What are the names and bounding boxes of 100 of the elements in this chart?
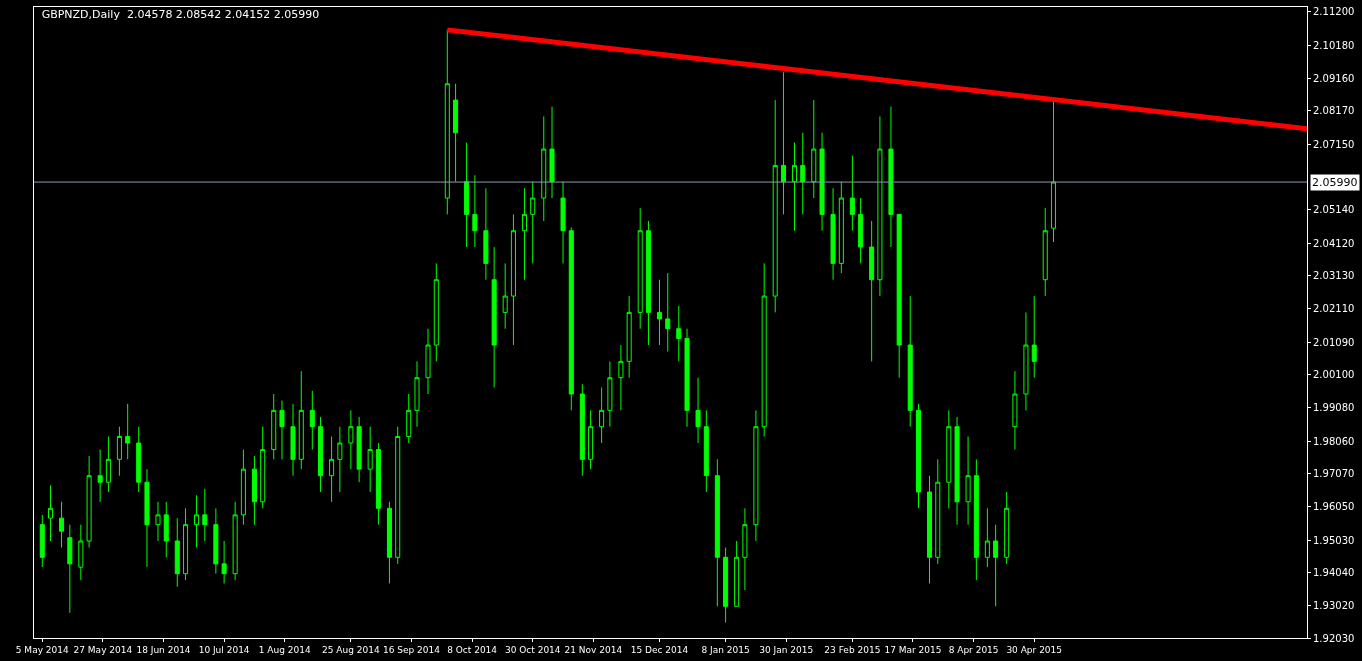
y-tick-label: 2.11200 xyxy=(1313,6,1355,18)
candlestick xyxy=(329,435,335,503)
candlestick xyxy=(491,246,497,388)
candlestick xyxy=(136,426,142,493)
candlestick xyxy=(753,409,759,542)
candlestick xyxy=(213,507,219,575)
candlestick xyxy=(965,435,971,526)
x-tick-label: 10 Jul 2014 xyxy=(198,644,250,655)
candlestick xyxy=(483,187,489,281)
candlestick xyxy=(703,409,709,493)
candlestick xyxy=(780,71,786,215)
candlestick xyxy=(695,377,701,444)
x-tick-label: 21 Nov 2014 xyxy=(564,644,623,655)
candlestick xyxy=(714,458,720,607)
candlestick xyxy=(791,142,798,232)
candlestick xyxy=(240,449,246,526)
candlestick xyxy=(915,403,922,509)
candlestick xyxy=(502,262,508,330)
candlestick xyxy=(984,507,990,568)
x-tick-label: 30 Apr 2015 xyxy=(1006,644,1063,655)
candlestick xyxy=(472,174,478,248)
y-tick-label: 1.95030 xyxy=(1313,534,1355,546)
y-tick-label: 2.10180 xyxy=(1313,39,1355,51)
x-tick-label: 30 Oct 2014 xyxy=(504,644,561,655)
candlestick xyxy=(414,360,420,428)
candlestick xyxy=(433,262,439,362)
candlestick xyxy=(973,458,979,581)
candlestick xyxy=(251,455,257,526)
candlestick xyxy=(838,181,844,274)
candlestick xyxy=(549,106,555,199)
candlestick xyxy=(337,426,343,493)
candlestick xyxy=(926,475,933,584)
y-tick-label: 1.97070 xyxy=(1313,467,1355,479)
candlestick xyxy=(645,220,651,346)
x-tick-label: 8 Jan 2015 xyxy=(701,644,750,655)
x-tick-label: 30 Jan 2015 xyxy=(759,644,814,655)
candlestick xyxy=(144,468,150,568)
candlestick xyxy=(896,213,902,379)
x-tick-label: 5 May 2014 xyxy=(15,644,70,655)
candlestick xyxy=(599,386,605,444)
x-tick-label: 1 Aug 2014 xyxy=(258,644,311,655)
candlestick xyxy=(1012,370,1018,451)
y-tick-label: 2.08170 xyxy=(1313,105,1355,117)
candlestick xyxy=(1004,491,1010,565)
candlestick xyxy=(155,501,161,542)
candlestick xyxy=(521,187,527,281)
candlestick xyxy=(356,416,362,483)
candlestick xyxy=(618,344,624,411)
candlestick xyxy=(907,295,913,428)
candlestick xyxy=(676,305,682,362)
candlestick xyxy=(869,220,875,362)
y-tick-label: 2.09160 xyxy=(1313,73,1355,85)
candlestick xyxy=(723,547,729,624)
candlestick xyxy=(742,507,748,591)
y-tick-label: 2.00100 xyxy=(1313,368,1355,380)
y-tick-label: 2.01090 xyxy=(1313,336,1355,348)
candlestick xyxy=(588,409,594,470)
candlestick xyxy=(568,226,574,411)
candlestick xyxy=(194,494,200,549)
y-tick-label: 2.03130 xyxy=(1313,269,1355,281)
candlestick xyxy=(877,115,883,297)
candlestick xyxy=(811,99,817,199)
candlestick xyxy=(425,328,431,395)
y-tick-label: 1.96050 xyxy=(1313,501,1355,513)
candlestick xyxy=(993,524,999,607)
candlestick xyxy=(290,403,296,477)
y-tick-label: 1.98060 xyxy=(1313,435,1355,447)
candlestick xyxy=(298,370,304,470)
candlestick xyxy=(367,426,373,493)
candlestick xyxy=(67,524,73,614)
candlestick xyxy=(78,524,84,581)
candlestick xyxy=(637,207,643,330)
candlestick xyxy=(665,272,671,353)
y-tick-label: 1.93020 xyxy=(1313,600,1355,612)
candlestick xyxy=(163,501,169,558)
candlestick xyxy=(271,393,277,460)
candlestick xyxy=(464,142,470,248)
candlestick xyxy=(375,442,381,526)
candlestick xyxy=(626,295,632,379)
candlestick xyxy=(174,517,180,588)
chart-title: GBPNZD,Daily 2.04578 2.08542 2.04152 2.05990 xyxy=(41,7,320,21)
x-tick-label: 25 Aug 2014 xyxy=(322,644,380,655)
candlestick xyxy=(260,426,266,509)
candlestick xyxy=(444,29,450,215)
ref-line-label: 2.05990 xyxy=(1312,176,1358,189)
candlestick xyxy=(560,181,566,264)
x-tick-label: 27 May 2014 xyxy=(73,644,133,655)
candlestick xyxy=(819,132,825,232)
candlestick xyxy=(656,279,662,346)
candlestick xyxy=(105,435,111,493)
candlestick xyxy=(849,155,855,232)
x-tick-label: 23 Feb 2015 xyxy=(824,644,881,655)
x-tick-label: 15 Dec 2014 xyxy=(630,644,689,655)
candlestick xyxy=(800,132,806,215)
candlestick xyxy=(734,540,740,607)
y-tick-label: 1.92030 xyxy=(1313,632,1355,644)
y-tick-label: 1.99080 xyxy=(1313,402,1355,414)
candlestick xyxy=(888,106,894,248)
candlestick xyxy=(386,501,392,584)
candlestick xyxy=(1031,295,1037,379)
